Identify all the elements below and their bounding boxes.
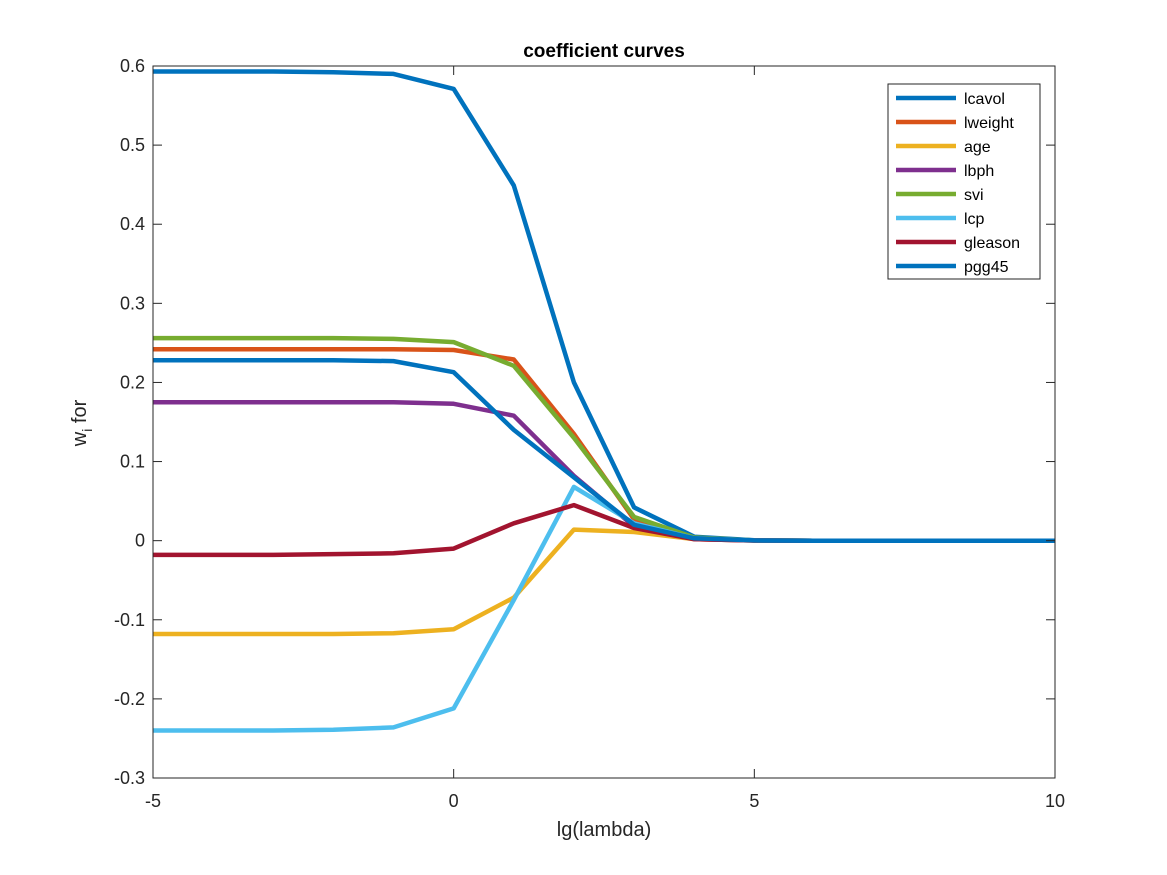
y-tick-label: 0.3 — [120, 293, 145, 313]
y-tick-label: 0.5 — [120, 135, 145, 155]
y-tick-label: 0.6 — [120, 56, 145, 76]
x-axis-label: lg(lambda) — [557, 819, 651, 841]
x-tick-label: 10 — [1045, 791, 1065, 811]
y-tick-label: 0 — [135, 531, 145, 551]
legend-box — [887, 83, 1041, 280]
y-axis-label-group: wi for — [69, 399, 95, 447]
legend-entries: lcavol lweight age lbph svi lcp gleason pgg45 — [896, 91, 1020, 276]
y-tick-label: -0.2 — [114, 689, 145, 709]
legend-label-lweight: lweight — [964, 115, 1014, 132]
x-tick-label: 5 — [749, 791, 759, 811]
x-tick-label: 0 — [449, 791, 459, 811]
legend-label-age: age — [964, 139, 991, 156]
x-tick-label: -5 — [145, 791, 161, 811]
y-axis-label: wi for — [69, 399, 95, 447]
chart-title: coefficient curves — [523, 41, 685, 62]
y-tick-label: -0.1 — [114, 610, 145, 630]
legend: lcavol lweight age lbph svi lcp gleason pgg45 — [887, 83, 1041, 280]
legend-label-svi: svi — [964, 187, 984, 204]
y-axis-label-main: w — [69, 431, 91, 447]
y-tick-label: 0.4 — [120, 214, 145, 234]
y-tick-label: -0.3 — [114, 768, 145, 788]
legend-label-lcp: lcp — [964, 211, 985, 228]
x-axis-ticks: -5 0 5 10 — [145, 66, 1065, 811]
y-axis-ticks: -0.3 -0.2 -0.1 0 0.1 0.2 0.3 0.4 0.5 0.6 — [114, 56, 1055, 788]
axes-box — [152, 65, 1056, 779]
y-axis-label-subscript: i — [79, 429, 95, 432]
series-line-pgg45 — [153, 358, 1055, 543]
y-tick-label: 0.2 — [120, 372, 145, 392]
legend-label-lcavol: lcavol — [964, 91, 1005, 108]
legend-label-pgg45: pgg45 — [964, 259, 1009, 276]
legend-label-lbph: lbph — [964, 163, 994, 180]
series-layer — [153, 69, 1055, 733]
legend-label-gleason: gleason — [964, 235, 1020, 252]
y-axis-label-suffix: for — [69, 399, 91, 428]
y-tick-label: 0.1 — [120, 452, 145, 472]
